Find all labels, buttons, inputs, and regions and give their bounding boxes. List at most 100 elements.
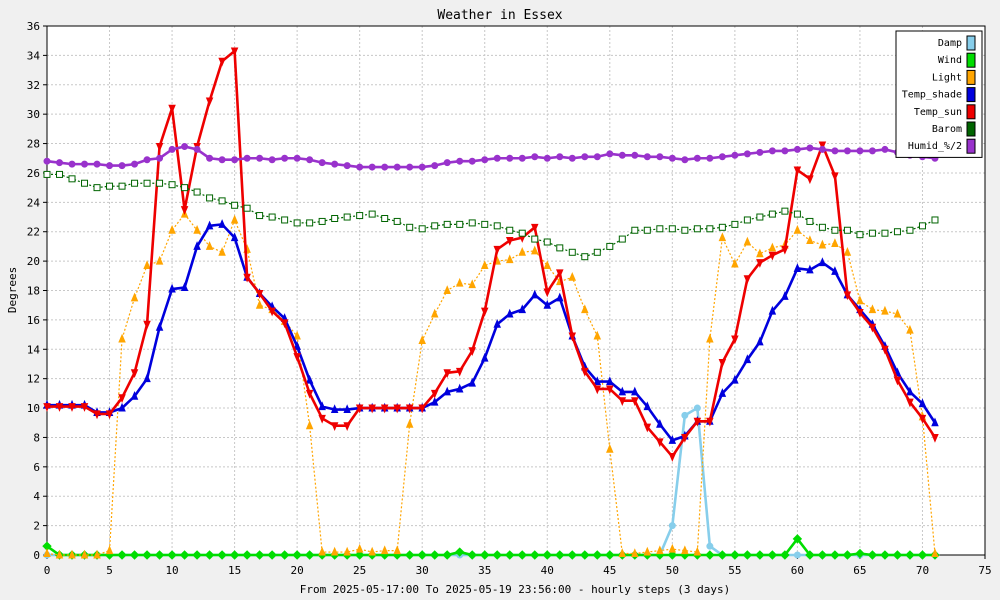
data-point (468, 219, 476, 227)
data-point (168, 283, 176, 293)
data-point (681, 545, 689, 555)
data-point (606, 242, 614, 250)
data-point (43, 170, 51, 178)
data-point (531, 153, 539, 161)
data-point (356, 212, 364, 220)
data-point (831, 147, 839, 155)
data-point (606, 376, 614, 386)
data-point (568, 272, 577, 281)
data-point (868, 323, 877, 333)
data-point (931, 433, 939, 443)
data-point (667, 550, 678, 560)
x-tick-label: 35 (478, 564, 491, 577)
data-point (131, 160, 139, 168)
data-point (280, 319, 289, 329)
data-point (656, 438, 664, 448)
data-point (917, 550, 928, 560)
data-point (656, 418, 664, 428)
data-point (206, 194, 214, 202)
data-point (793, 166, 802, 176)
data-point (267, 550, 277, 560)
data-point (305, 389, 314, 399)
data-point (806, 264, 814, 274)
data-point (404, 550, 415, 560)
data-point (243, 273, 251, 283)
data-point (480, 352, 489, 362)
data-point (681, 156, 689, 164)
data-point (731, 151, 739, 159)
data-point (893, 376, 902, 386)
data-point (156, 154, 164, 162)
data-point (556, 244, 564, 252)
data-point (468, 377, 476, 387)
data-point (892, 550, 903, 560)
data-point (706, 225, 714, 233)
data-point (706, 154, 714, 162)
x-tick-label: 50 (666, 564, 679, 577)
data-point (293, 154, 301, 162)
legend-label-light: Light (932, 72, 962, 83)
data-point (817, 550, 828, 560)
data-point (155, 142, 164, 152)
data-point (143, 179, 151, 187)
data-point (255, 299, 264, 309)
data-point (505, 254, 514, 264)
data-point (455, 277, 464, 287)
data-point (218, 156, 226, 164)
data-point (293, 219, 301, 227)
data-point (118, 333, 126, 343)
data-point (429, 550, 440, 560)
data-point (68, 549, 76, 559)
data-point (681, 226, 689, 234)
x-axis-label: From 2025-05-17:00 To 2025-05-19 23:56:0… (300, 583, 730, 596)
data-point (568, 154, 576, 162)
data-point (905, 550, 915, 560)
legend-label-temp-sun: Temp_sun (914, 107, 962, 118)
data-point (256, 154, 264, 162)
data-point (731, 220, 739, 228)
data-point (130, 292, 139, 302)
data-point (255, 289, 264, 299)
data-point (743, 236, 752, 246)
data-point (56, 159, 64, 167)
data-point (756, 259, 764, 268)
data-point (106, 182, 114, 190)
data-point (856, 231, 864, 239)
data-point (881, 305, 889, 315)
data-point (330, 404, 339, 414)
x-tick-label: 0 (44, 564, 51, 577)
data-point (593, 248, 601, 256)
data-point (631, 548, 639, 558)
data-point (880, 550, 890, 560)
data-point (181, 184, 189, 192)
data-point (856, 147, 864, 155)
data-point (467, 550, 477, 560)
data-point (618, 235, 626, 243)
data-point (581, 153, 589, 161)
y-tick-label: 24 (27, 196, 41, 209)
data-point (68, 403, 76, 412)
data-point (505, 308, 514, 318)
data-point (756, 148, 764, 156)
data-point (531, 289, 539, 299)
y-tick-label: 0 (33, 549, 40, 562)
y-tick-label: 16 (27, 314, 40, 327)
data-point (293, 353, 301, 362)
data-point (806, 175, 814, 185)
legend-swatch-light (966, 69, 976, 85)
data-point (743, 354, 752, 364)
data-point (855, 548, 865, 559)
data-point (505, 550, 515, 560)
data-point (43, 403, 51, 412)
data-point (229, 550, 240, 560)
data-point (743, 216, 751, 224)
data-point (393, 217, 401, 225)
data-point (893, 228, 901, 236)
data-point (730, 550, 740, 560)
data-point (343, 422, 351, 431)
data-point (518, 229, 526, 237)
data-point (706, 333, 714, 343)
data-point (55, 403, 64, 412)
data-point (105, 545, 114, 555)
